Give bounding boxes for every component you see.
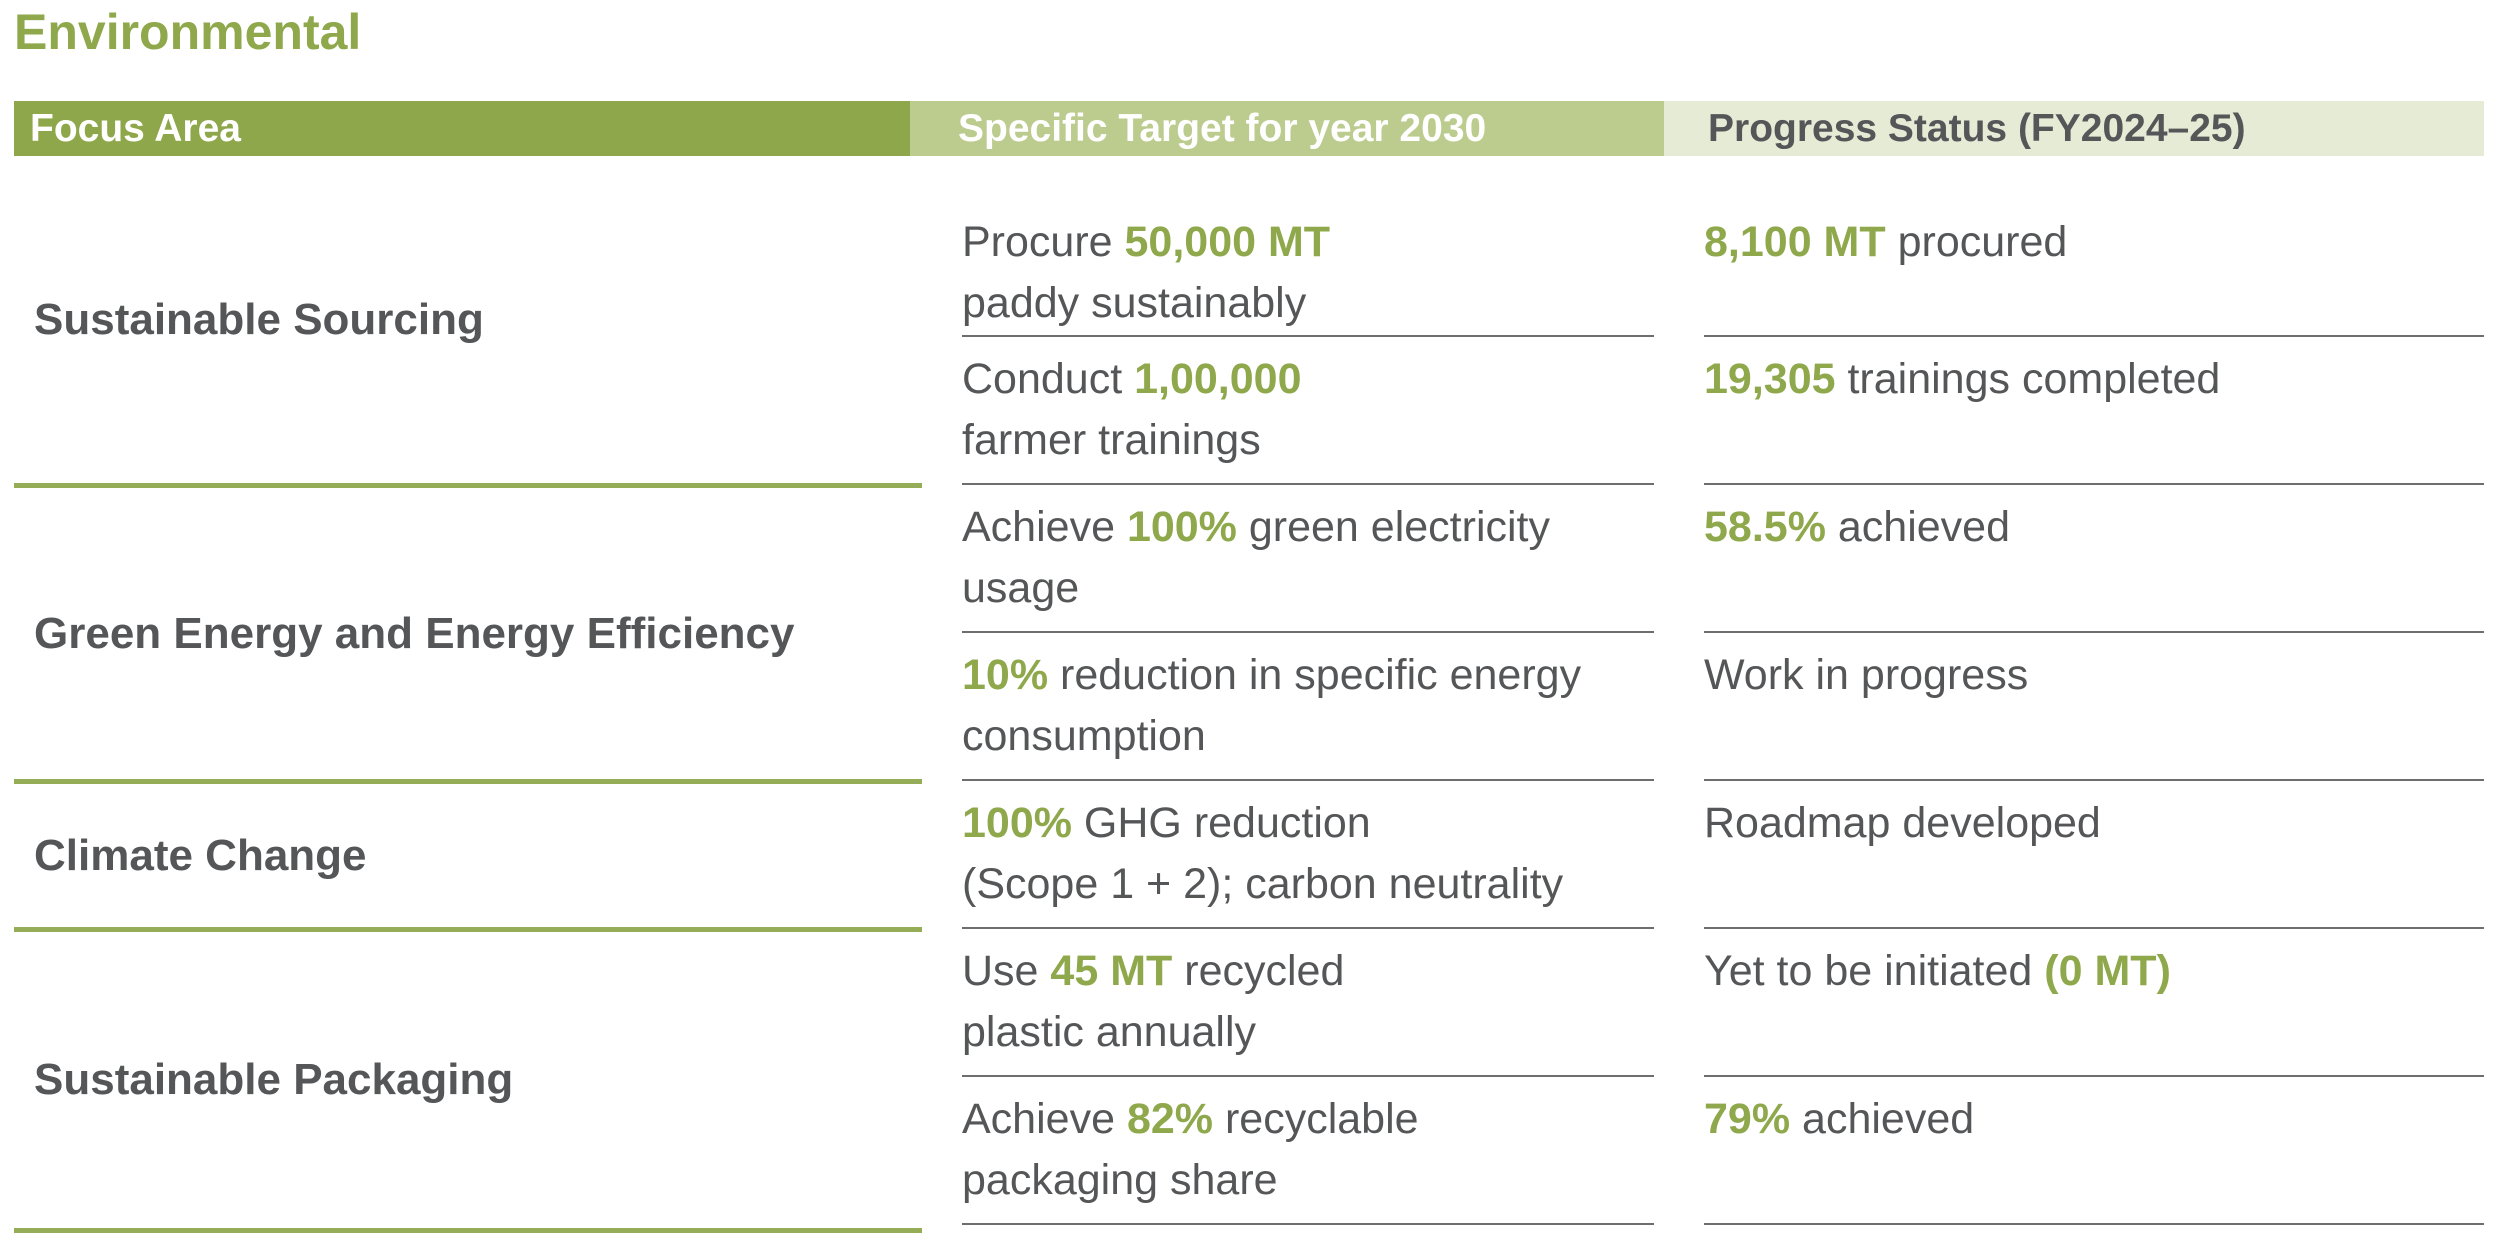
progress-cell: Yet to be initiated (0 MT) (1704, 929, 2484, 1077)
progress-text: 79% achieved (1704, 1095, 1975, 1143)
progress-text: 58.5% achieved (1704, 503, 2011, 551)
target-cell: 10% reduction in specific energy consump… (962, 633, 1654, 781)
progress-highlight: 79% (1704, 1095, 1791, 1143)
target-cell: Conduct 1,00,000 farmer trainings (962, 337, 1654, 485)
target-line-1: Achieve 100% green electricity (962, 503, 1550, 551)
progress-text: Roadmap developed (1704, 799, 2101, 847)
focus-area-label: Green Energy and Energy Efficiency (34, 608, 795, 658)
progress-highlight: 8,100 MT (1704, 218, 1886, 266)
focus-area-climate-change: Climate Change (14, 784, 922, 932)
target-line-1: 100% GHG reduction (962, 799, 1371, 847)
target-highlight: 45 MT (1050, 947, 1173, 995)
header-progress-status: Progress Status (FY2024–25) (1664, 101, 2484, 156)
progress-cell: 19,305 trainings completed (1704, 337, 2484, 485)
target-line-1: Use 45 MT recycled (962, 947, 1345, 995)
target-cell: Achieve 100% green electricity usage (962, 485, 1654, 633)
progress-text: 19,305 trainings completed (1704, 355, 2221, 403)
target-line-1: 10% reduction in specific energy (962, 651, 1582, 699)
focus-area-green-energy: Green Energy and Energy Efficiency (14, 488, 922, 784)
target-line-1: Conduct 1,00,000 (962, 355, 1302, 403)
progress-cell: 58.5% achieved (1704, 485, 2484, 633)
progress-highlight: (0 MT) (2044, 947, 2171, 995)
focus-area-label: Sustainable Sourcing (34, 294, 484, 344)
target-line-2: consumption (962, 712, 1206, 760)
progress-cell: Work in progress (1704, 633, 2484, 781)
focus-area-sustainable-sourcing: Sustainable Sourcing (14, 156, 922, 488)
progress-cell: Roadmap developed (1704, 781, 2484, 929)
header-focus-area: Focus Area (14, 101, 910, 156)
progress-text: Yet to be initiated (0 MT) (1704, 947, 2171, 995)
target-cell: Use 45 MT recycled plastic annually (962, 929, 1654, 1077)
target-highlight: 100% (962, 799, 1072, 847)
target-highlight: 50,000 MT (1124, 218, 1331, 266)
target-line-2: plastic annually (962, 1008, 1257, 1056)
focus-area-sustainable-packaging: Sustainable Packaging (14, 932, 922, 1233)
target-highlight: 1,00,000 (1134, 355, 1302, 403)
target-highlight: 82% (1126, 1095, 1214, 1143)
target-line-1: Achieve 82% recyclable (962, 1095, 1419, 1143)
target-line-2: packaging share (962, 1156, 1278, 1204)
focus-area-label: Climate Change (34, 830, 367, 880)
focus-area-label: Sustainable Packaging (34, 1055, 514, 1104)
target-line-2: farmer trainings (962, 416, 1261, 464)
section-title: Environmental (14, 4, 362, 60)
target-line-1: Procure 50,000 MT (962, 218, 1331, 266)
target-cell: Achieve 82% recyclable packaging share (962, 1077, 1654, 1225)
target-line-2: (Scope 1 + 2); carbon neutrality (962, 860, 1564, 908)
progress-cell: 79% achieved (1704, 1077, 2484, 1225)
target-cell: 100% GHG reduction (Scope 1 + 2); carbon… (962, 781, 1654, 929)
progress-text: Work in progress (1704, 651, 2029, 699)
header-specific-target: Specific Target for year 2030 (910, 101, 1664, 156)
target-cell: Procure 50,000 MT paddy sustainably (962, 200, 1654, 337)
target-highlight: 100% (1126, 503, 1237, 551)
target-highlight: 10% (962, 651, 1049, 699)
target-line-2: paddy sustainably (962, 279, 1307, 327)
progress-highlight: 58.5% (1704, 503, 1826, 551)
progress-text: 8,100 MT procured (1704, 218, 2068, 266)
target-line-2: usage (962, 564, 1080, 612)
progress-highlight: 19,305 (1704, 355, 1836, 403)
progress-cell: 8,100 MT procured (1704, 200, 2484, 337)
